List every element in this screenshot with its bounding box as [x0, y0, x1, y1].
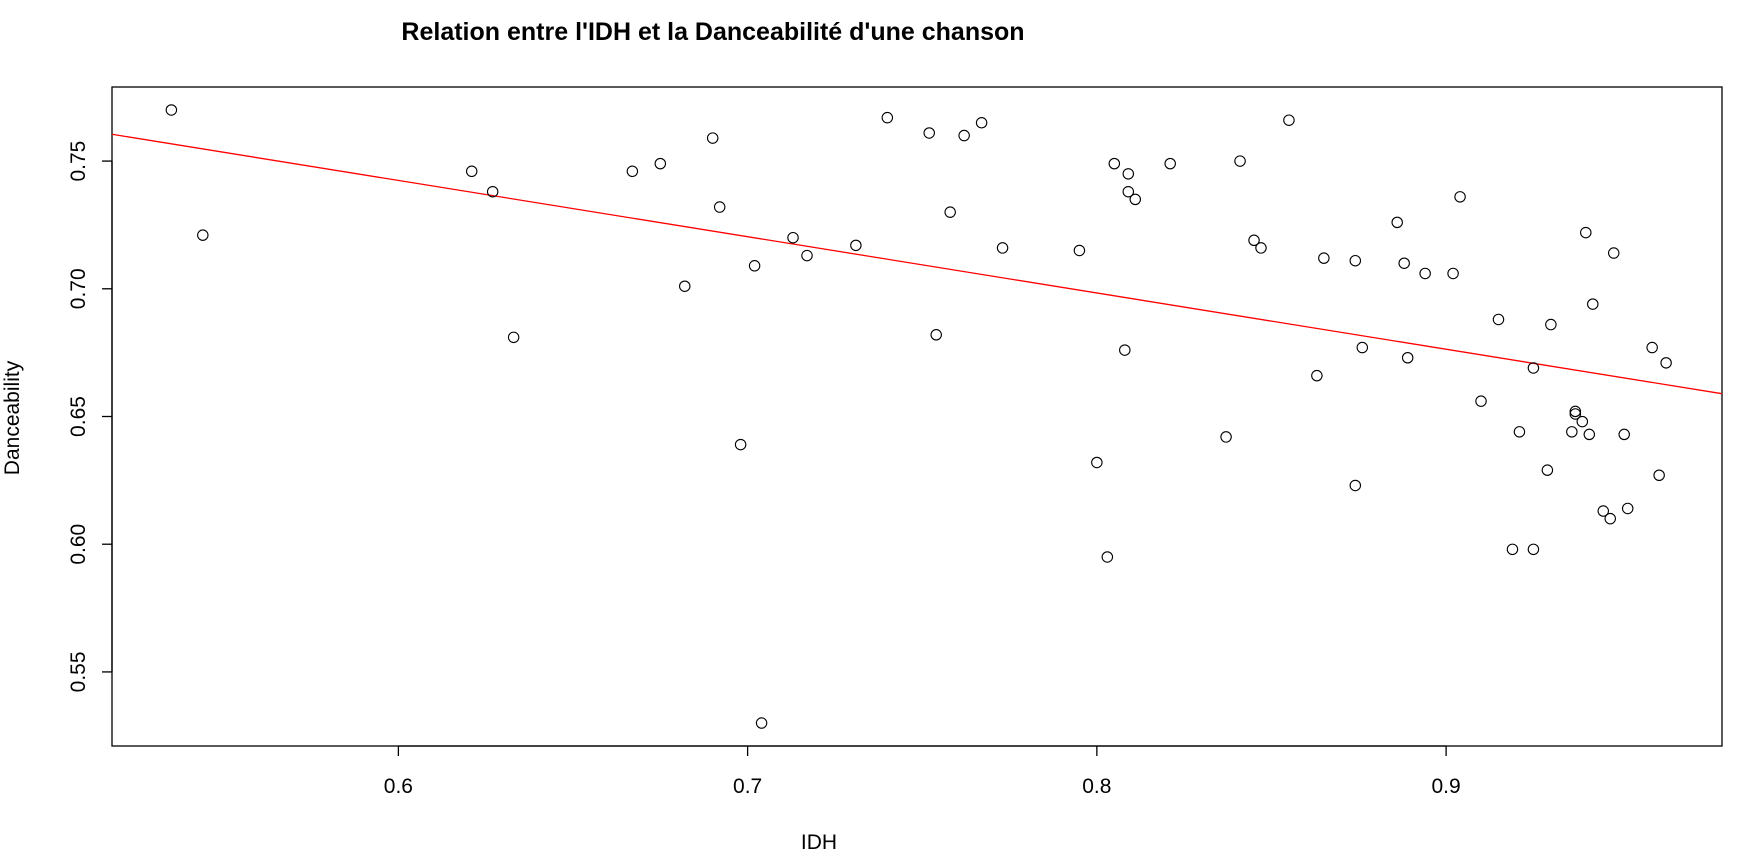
data-point: [1580, 226, 1592, 239]
y-tick-label: 0.75: [67, 141, 90, 182]
data-point: [1566, 426, 1578, 438]
y-tick-label: 0.60: [67, 524, 90, 565]
data-point: [930, 329, 942, 341]
data-point: [1318, 252, 1330, 264]
data-point: [1454, 191, 1466, 203]
data-point: [1447, 267, 1459, 280]
data-point: [507, 331, 520, 344]
chart-title: Relation entre l'IDH et la Danceabilité …: [401, 18, 1024, 46]
y-axis-label: Danceability: [1, 360, 24, 475]
y-tick-label: 0.65: [67, 396, 90, 437]
data-point: [1283, 114, 1295, 126]
data-point: [1583, 428, 1596, 441]
data-point: [1311, 369, 1323, 382]
data-point: [975, 117, 988, 129]
data-point: [1492, 313, 1505, 326]
data-point: [1073, 244, 1086, 257]
y-axis: 0.55 0.60 0.65 0.70 0.75: [67, 141, 113, 692]
data-point: [734, 438, 747, 451]
data-point: [679, 280, 691, 292]
data-point: [1506, 543, 1519, 556]
data-point: [944, 206, 956, 218]
data-point: [1475, 395, 1487, 407]
x-axis: 0.6 0.7 0.8 0.9: [384, 745, 1461, 798]
data-point: [1349, 479, 1362, 492]
data-point: [1541, 464, 1554, 476]
x-tick-label: 0.9: [1431, 775, 1460, 798]
data-point: [626, 165, 639, 178]
regression-line: [111, 133, 1723, 395]
data-point: [486, 185, 499, 198]
data-point: [1569, 405, 1582, 418]
data-point: [801, 249, 813, 262]
data-point: [1391, 216, 1403, 229]
data-point: [1119, 344, 1131, 356]
data-point: [1660, 357, 1672, 369]
data-point: [1513, 426, 1526, 438]
data-point: [1122, 168, 1135, 180]
data-point: [197, 229, 209, 241]
data-point: [1401, 352, 1414, 364]
data-point: [706, 132, 719, 144]
data-point: [787, 231, 799, 244]
data-point: [713, 201, 726, 213]
data-point: [1349, 254, 1362, 267]
y-tick-label: 0.55: [67, 651, 90, 692]
data-point: [1569, 408, 1582, 420]
data-point: [850, 239, 862, 252]
data-point: [1234, 155, 1246, 167]
points-layer: [165, 104, 1672, 729]
y-tick-label: 0.70: [67, 268, 90, 309]
data-point: [755, 717, 768, 729]
data-point: [958, 129, 970, 142]
data-point: [1653, 469, 1665, 481]
data-point: [165, 104, 178, 116]
data-point: [1604, 512, 1616, 525]
x-tick-label: 0.7: [733, 775, 762, 798]
data-point: [1527, 362, 1540, 374]
data-point: [881, 111, 894, 124]
data-point: [465, 165, 478, 178]
data-point: [923, 127, 935, 139]
data-point: [1545, 318, 1557, 331]
data-point: [996, 242, 1009, 254]
data-point: [1597, 505, 1610, 517]
data-point: [1587, 298, 1599, 310]
data-point: [1220, 431, 1232, 443]
data-point: [1091, 456, 1103, 469]
data-point: [1164, 157, 1176, 170]
x-axis-label: IDH: [801, 831, 837, 854]
data-point: [1618, 428, 1630, 441]
trend-layer: [111, 133, 1723, 395]
plot-area-border: [111, 86, 1723, 747]
data-point: [1129, 193, 1142, 206]
data-point: [1576, 415, 1589, 428]
data-point: [1255, 242, 1267, 254]
data-point: [654, 157, 667, 170]
data-point: [1646, 341, 1658, 354]
data-point: [1419, 267, 1431, 280]
data-point: [1356, 341, 1369, 354]
data-point: [1101, 551, 1114, 563]
data-point: [748, 260, 761, 272]
data-point: [1248, 234, 1260, 247]
data-point: [1527, 543, 1540, 556]
x-tick-label: 0.6: [384, 775, 413, 798]
data-point: [1621, 502, 1634, 515]
x-tick-label: 0.8: [1082, 775, 1111, 798]
data-point: [1398, 257, 1410, 269]
data-point: [1122, 185, 1135, 198]
data-point: [1607, 247, 1620, 259]
data-point: [1108, 157, 1121, 170]
